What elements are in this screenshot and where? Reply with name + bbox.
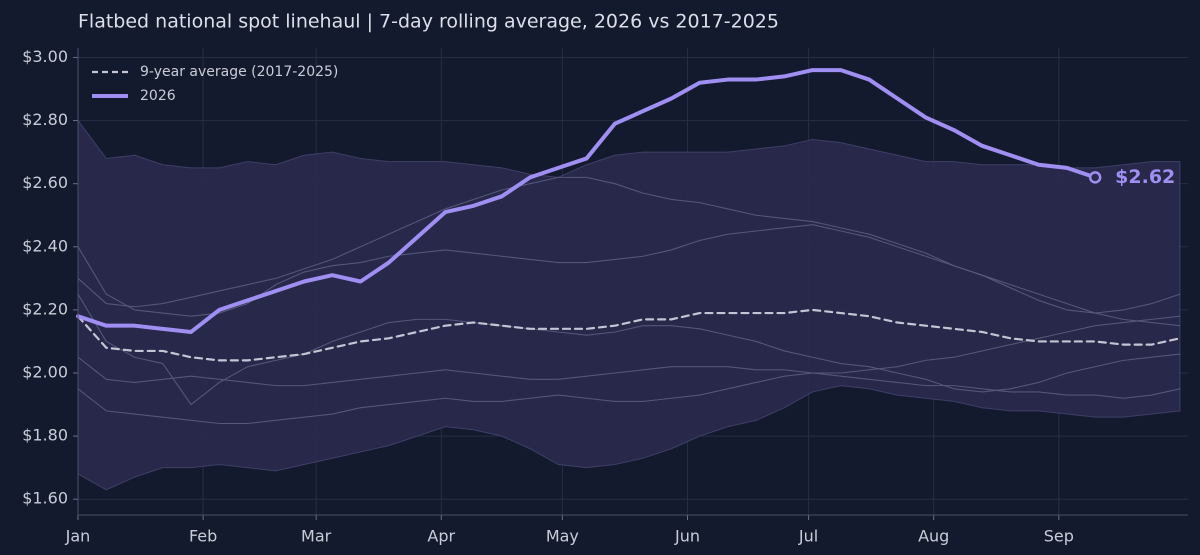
x-tick-label: Mar [301,527,332,546]
y-tick-label: $2.20 [22,299,68,318]
history-line [77,356,1181,399]
y-tick-label: $2.00 [22,363,68,382]
x-tick-label: May [546,527,579,546]
average-line [76,308,1182,362]
y-tick-label: $2.40 [22,236,68,255]
y-tick-label: $2.60 [22,173,68,192]
x-tick-label: Jul [798,527,818,546]
y-tick-label: $1.80 [22,426,68,445]
range-band [77,119,1181,491]
x-tick-label: Aug [918,527,949,546]
end-label: $2.62 [1115,166,1175,188]
x-tick-label: Apr [427,527,455,546]
current-line [76,68,1098,334]
x-tick-label: Feb [189,527,217,546]
legend-label: 2026 [140,88,176,104]
chart-title: Flatbed national spot linehaul | 7-day r… [78,11,779,33]
y-tick-label: $3.00 [22,47,68,66]
x-tick-label: Jan [65,527,91,546]
legend-label: 9-year average (2017-2025) [140,64,338,80]
y-tick-label: $2.80 [22,110,68,129]
history-line [77,315,1181,425]
history-line [77,176,1181,314]
y-tick-label: $1.60 [22,489,68,508]
end-marker [1088,171,1102,184]
x-tick-label: Sep [1044,527,1074,546]
x-tick-label: Jun [674,527,700,546]
